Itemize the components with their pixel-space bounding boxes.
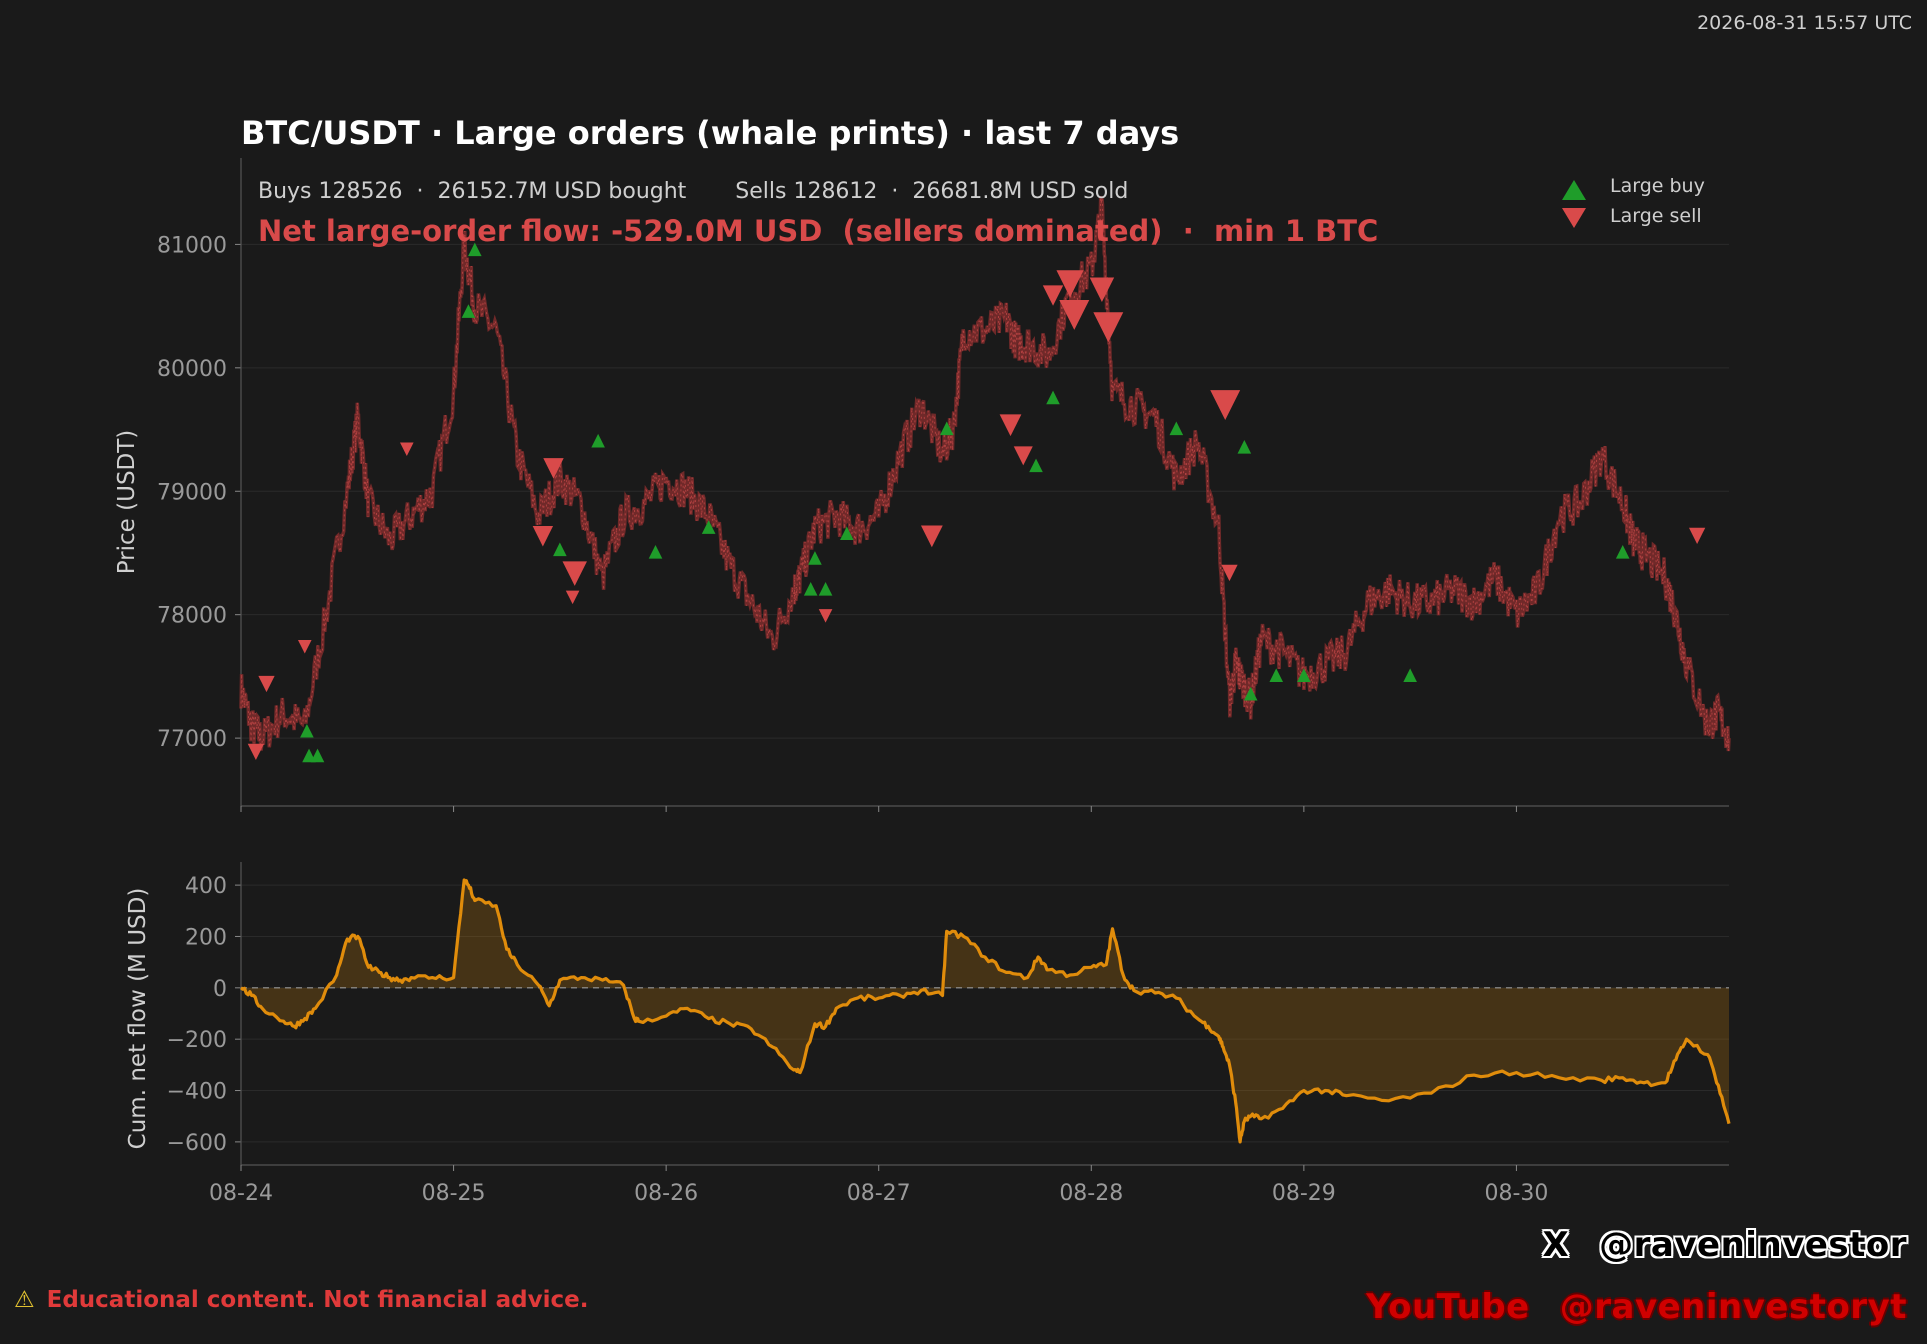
large-sell-marker bbox=[1688, 527, 1706, 545]
flow-ytick-label: −400 bbox=[167, 1080, 227, 1105]
large-buy-marker bbox=[1243, 686, 1258, 701]
large-buy-marker bbox=[591, 433, 605, 448]
large-buy-marker bbox=[808, 551, 822, 565]
price-trace bbox=[239, 195, 1731, 752]
price-ylabel: Price (USDT) bbox=[114, 430, 140, 575]
chart-title: BTC/USDT · Large orders (whale prints) ·… bbox=[241, 114, 1179, 152]
flow-area bbox=[241, 880, 1729, 1142]
flow-line bbox=[240, 878, 1731, 1144]
large-buy-marker bbox=[300, 723, 314, 738]
large-sell-marker bbox=[543, 458, 564, 479]
xtick-label: 08-28 bbox=[1059, 1181, 1123, 1206]
x-handle-text: @raveninvestor bbox=[1599, 1225, 1907, 1265]
large-buy-marker bbox=[553, 542, 567, 557]
large-buy-marker bbox=[840, 526, 854, 541]
xtick-label: 08-25 bbox=[422, 1181, 486, 1206]
large-buy-marker bbox=[302, 748, 316, 763]
large-sell-marker bbox=[1221, 564, 1238, 582]
large-sell-marker bbox=[1210, 390, 1241, 420]
large-buy-marker bbox=[310, 748, 325, 763]
price-ytick-label: 80000 bbox=[157, 357, 227, 382]
large-sell-marker bbox=[999, 414, 1022, 437]
disclaimer: ⚠ Educational content. Not financial advi… bbox=[14, 1287, 588, 1313]
flow-panel: −600 −400 −200 0 200 400 08-24 08-25 08-26 08-27 0… bbox=[125, 862, 1731, 1206]
large-sell-marker bbox=[297, 639, 312, 654]
large-sell-marker bbox=[1093, 312, 1124, 343]
youtube-handle-text: @raveninvestoryt bbox=[1559, 1287, 1907, 1327]
flow-ytick-label: 0 bbox=[213, 977, 227, 1002]
xtick-label: 08-24 bbox=[209, 1181, 273, 1206]
youtube-handle[interactable]: YouTube @raveninvestoryt bbox=[1366, 1287, 1907, 1327]
large-buy-marker bbox=[1237, 440, 1252, 454]
large-buy-marker bbox=[468, 242, 482, 257]
chart-legend: Large buy Large sell bbox=[1562, 175, 1705, 228]
large-sell-marker bbox=[1089, 277, 1115, 302]
large-buy-marker bbox=[461, 304, 476, 318]
disclaimer-text: Educational content. Not financial advic… bbox=[46, 1287, 589, 1313]
flow-ytick-label: 200 bbox=[185, 925, 227, 950]
large-sell-marker bbox=[818, 609, 833, 623]
legend-sell-label: Large sell bbox=[1610, 205, 1702, 227]
large-buy-marker bbox=[818, 582, 833, 596]
large-sell-marker bbox=[1056, 270, 1084, 298]
price-ytick-label: 79000 bbox=[157, 480, 227, 505]
flow-ytick-label: −200 bbox=[167, 1028, 227, 1053]
price-trace-markers bbox=[240, 196, 1730, 752]
price-ytick-label: 78000 bbox=[157, 604, 227, 629]
large-sell-marker bbox=[1013, 446, 1033, 466]
large-buy-marker bbox=[1615, 544, 1630, 559]
large-buy-marker bbox=[1403, 668, 1417, 682]
large-sell-marker bbox=[562, 561, 587, 586]
xtick-label: 08-27 bbox=[847, 1181, 911, 1206]
net-flow-headline: Net large-order flow: -529.0M USD (selle… bbox=[258, 214, 1378, 248]
large-sell-marker bbox=[565, 590, 580, 605]
x-handle[interactable]: X @raveninvestor bbox=[1542, 1225, 1907, 1265]
large-sell-marker bbox=[247, 743, 265, 761]
large-buy-marker bbox=[1029, 458, 1043, 473]
large-buy-marker bbox=[939, 421, 954, 436]
large-sell-marker bbox=[920, 525, 943, 548]
youtube-label: YouTube bbox=[1366, 1287, 1530, 1327]
large-buy-marker bbox=[1169, 421, 1184, 436]
large-buy-marker bbox=[1046, 390, 1060, 405]
price-ytick-label: 81000 bbox=[157, 233, 227, 258]
large-sell-marker bbox=[532, 526, 554, 547]
price-panel: 77000 78000 79000 80000 81000 Price (USDT) bbox=[114, 158, 1731, 812]
x-icon: X bbox=[1542, 1225, 1570, 1265]
price-ytick-label: 77000 bbox=[157, 727, 227, 752]
large-sell-marker bbox=[1059, 299, 1090, 330]
warning-icon: ⚠ bbox=[14, 1287, 35, 1313]
large-sell-marker bbox=[258, 675, 275, 693]
flow-ylabel: Cum. net flow (M USD) bbox=[125, 888, 151, 1150]
legend-buy-label: Large buy bbox=[1610, 175, 1705, 197]
timestamp: 2026-08-31 15:57 UTC bbox=[1697, 12, 1912, 34]
large-sell-marker bbox=[400, 442, 414, 457]
large-buy-marker bbox=[1297, 668, 1311, 682]
legend-buy-marker bbox=[1562, 180, 1586, 200]
large-buy-marker bbox=[803, 582, 818, 596]
flow-ytick-label: 400 bbox=[185, 874, 227, 899]
xtick-label: 08-30 bbox=[1484, 1181, 1548, 1206]
xtick-label: 08-26 bbox=[634, 1181, 698, 1206]
legend-sell-marker bbox=[1562, 208, 1586, 228]
large-buy-marker bbox=[1269, 668, 1284, 682]
xtick-label: 08-29 bbox=[1272, 1181, 1336, 1206]
flow-ytick-label: −600 bbox=[167, 1131, 227, 1156]
large-sell-marker bbox=[1042, 285, 1064, 306]
summary-text: Buys 128526 · 26152.7M USD bought Sells … bbox=[258, 179, 1128, 204]
large-buy-marker bbox=[701, 520, 716, 534]
large-buy-marker bbox=[648, 544, 663, 559]
